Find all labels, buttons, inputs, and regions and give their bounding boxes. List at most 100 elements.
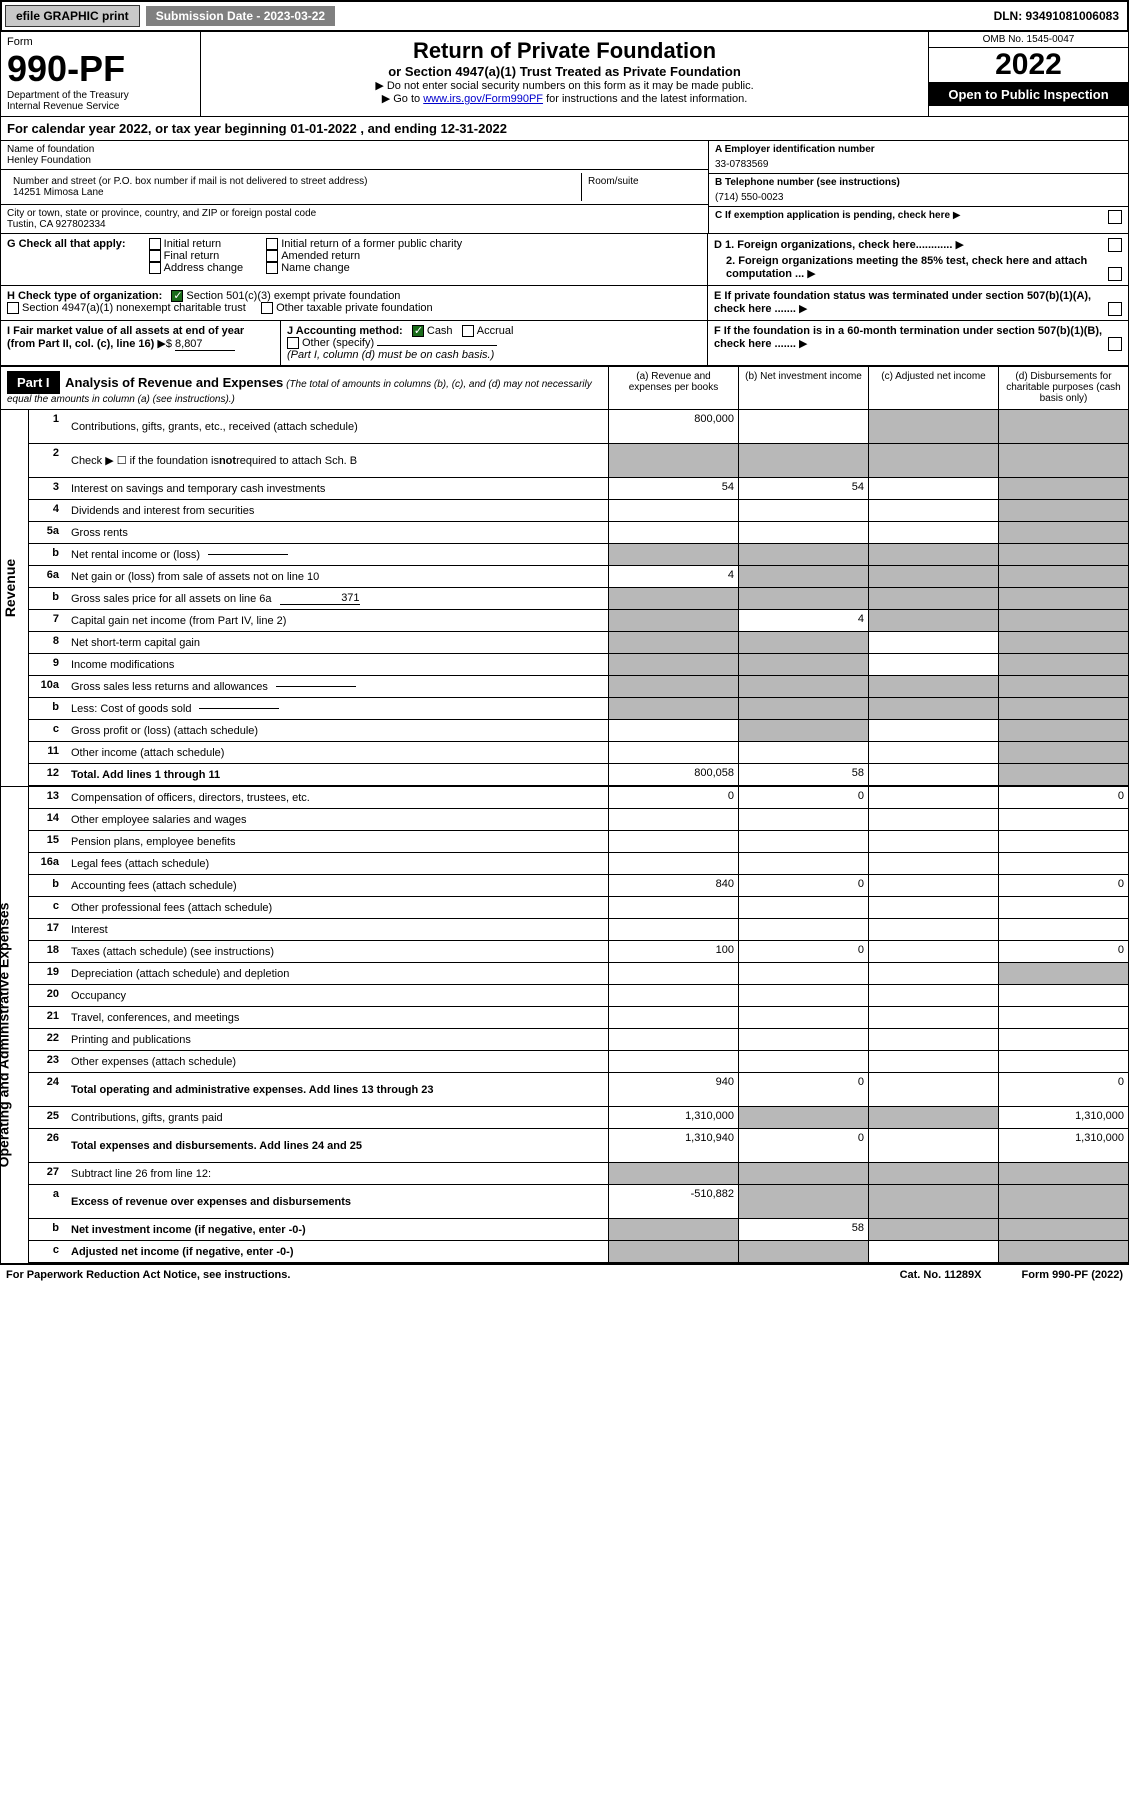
- city-cell: City or town, state or province, country…: [1, 205, 708, 233]
- j-accrual-checkbox[interactable]: [462, 325, 474, 337]
- cell-c: [868, 875, 998, 896]
- cell-c: [868, 1241, 998, 1262]
- g-namechange-checkbox[interactable]: [266, 262, 278, 274]
- col-d-header: (d) Disbursements for charitable purpose…: [998, 367, 1128, 409]
- cell-b: [738, 410, 868, 443]
- g-former-checkbox[interactable]: [266, 238, 278, 250]
- cell-a: 1,310,000: [608, 1107, 738, 1128]
- cell-d: [998, 500, 1128, 521]
- cell-b: 0: [738, 875, 868, 896]
- row-label: Capital gain net income (from Part IV, l…: [65, 610, 608, 631]
- footer-left: For Paperwork Reduction Act Notice, see …: [6, 1269, 290, 1281]
- col-b-header: (b) Net investment income: [738, 367, 868, 409]
- table-row: 4Dividends and interest from securities: [29, 500, 1128, 522]
- table-row: bLess: Cost of goods sold: [29, 698, 1128, 720]
- info-block: Name of foundation Henley Foundation Num…: [0, 141, 1129, 234]
- cell-d: [998, 1051, 1128, 1072]
- j-cash-checkbox[interactable]: [412, 325, 424, 337]
- cell-d: [998, 522, 1128, 543]
- table-row: 6aNet gain or (loss) from sale of assets…: [29, 566, 1128, 588]
- row-number: 18: [29, 941, 65, 962]
- row-number: 11: [29, 742, 65, 763]
- cell-c: [868, 809, 998, 830]
- table-row: 22Printing and publications: [29, 1029, 1128, 1051]
- table-row: 5aGross rents: [29, 522, 1128, 544]
- instr2-pre: ▶ Go to: [382, 93, 423, 105]
- row-label: Net investment income (if negative, ente…: [65, 1219, 608, 1240]
- d2-checkbox[interactable]: [1108, 267, 1122, 281]
- row-number: 26: [29, 1129, 65, 1162]
- cell-a: [608, 1163, 738, 1184]
- cell-a: [608, 1219, 738, 1240]
- cell-a: [608, 831, 738, 852]
- calyear-end: 12-31-2022: [441, 121, 508, 136]
- efile-button[interactable]: efile GRAPHIC print: [5, 5, 140, 27]
- row-label: Net short-term capital gain: [65, 632, 608, 653]
- cell-d: [998, 444, 1128, 477]
- g-address-checkbox[interactable]: [149, 262, 161, 274]
- cell-a: [608, 676, 738, 697]
- row-label: Taxes (attach schedule) (see instruction…: [65, 941, 608, 962]
- j-label: J Accounting method:: [287, 325, 403, 337]
- cell-c: [868, 787, 998, 808]
- cell-d: [998, 742, 1128, 763]
- name-label: Name of foundation: [7, 144, 702, 155]
- cell-b: 54: [738, 478, 868, 499]
- cell-a: [608, 544, 738, 565]
- cell-c: [868, 1129, 998, 1162]
- row-number: b: [29, 544, 65, 565]
- e-section: E If private foundation status was termi…: [708, 286, 1128, 320]
- cell-c: [868, 1163, 998, 1184]
- f-label: F If the foundation is in a 60-month ter…: [714, 325, 1102, 350]
- cell-a: [608, 742, 738, 763]
- row-label: Interest: [65, 919, 608, 940]
- g-amended-checkbox[interactable]: [266, 250, 278, 262]
- cell-c: [868, 588, 998, 609]
- cell-d: [998, 963, 1128, 984]
- cell-b: [738, 544, 868, 565]
- g-opt-5: Name change: [281, 262, 350, 274]
- table-row: 21Travel, conferences, and meetings: [29, 1007, 1128, 1029]
- h-501c3-checkbox[interactable]: [171, 290, 183, 302]
- row-label: Compensation of officers, directors, tru…: [65, 787, 608, 808]
- h-4947-checkbox[interactable]: [7, 302, 19, 314]
- instr2-post: for instructions and the latest informat…: [543, 93, 747, 105]
- row-number: b: [29, 698, 65, 719]
- cell-c: [868, 544, 998, 565]
- cell-a: [608, 919, 738, 940]
- c-label: C If exemption application is pending, c…: [715, 210, 950, 221]
- table-row: 10aGross sales less returns and allowanc…: [29, 676, 1128, 698]
- row-number: c: [29, 897, 65, 918]
- cell-b: [738, 1107, 868, 1128]
- cell-c: [868, 853, 998, 874]
- cell-c: [868, 610, 998, 631]
- form-label: Form: [7, 36, 194, 48]
- cell-d: [998, 632, 1128, 653]
- g-final-checkbox[interactable]: [149, 250, 161, 262]
- cell-b: [738, 853, 868, 874]
- open-inspection: Open to Public Inspection: [929, 83, 1128, 106]
- form-link[interactable]: www.irs.gov/Form990PF: [423, 93, 543, 105]
- j-other-checkbox[interactable]: [287, 337, 299, 349]
- table-row: 1Contributions, gifts, grants, etc., rec…: [29, 410, 1128, 444]
- cell-d: [998, 1163, 1128, 1184]
- row-label: Other expenses (attach schedule): [65, 1051, 608, 1072]
- f-checkbox[interactable]: [1108, 337, 1122, 351]
- row-number: 21: [29, 1007, 65, 1028]
- row-label: Net gain or (loss) from sale of assets n…: [65, 566, 608, 587]
- table-row: 26Total expenses and disbursements. Add …: [29, 1129, 1128, 1163]
- row-label: Check ▶ ☐ if the foundation is not requi…: [65, 444, 608, 477]
- d1-checkbox[interactable]: [1108, 238, 1122, 252]
- h-other-checkbox[interactable]: [261, 302, 273, 314]
- e-checkbox[interactable]: [1108, 302, 1122, 316]
- cell-a: [608, 963, 738, 984]
- cell-d: 0: [998, 787, 1128, 808]
- cell-a: 1,310,940: [608, 1129, 738, 1162]
- cell-d: [998, 919, 1128, 940]
- c-checkbox[interactable]: [1108, 210, 1122, 224]
- col-a-header: (a) Revenue and expenses per books: [608, 367, 738, 409]
- table-row: 27Subtract line 26 from line 12:: [29, 1163, 1128, 1185]
- g-initial-checkbox[interactable]: [149, 238, 161, 250]
- cell-b: [738, 654, 868, 675]
- table-row: bNet rental income or (loss): [29, 544, 1128, 566]
